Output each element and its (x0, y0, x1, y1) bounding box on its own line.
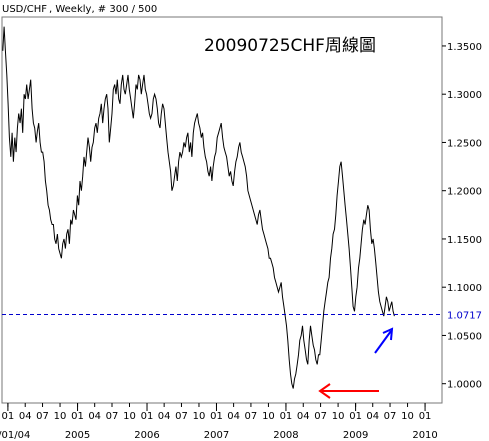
x-month-label: 07 (175, 411, 188, 422)
x-year-label: 2009 (343, 430, 368, 441)
x-month-label: 10 (401, 411, 414, 422)
reference-line-layer: 1.0717 (2, 311, 482, 322)
x-year-label: 2005 (65, 430, 90, 441)
x-month-label: 04 (297, 411, 310, 422)
blue-arrow-shaft (374, 330, 392, 354)
x-month-label: 01 (210, 411, 223, 422)
chart-header-subtitle: , Weekly, # 300 / 500 (49, 4, 157, 15)
x-year-label: 2010 (412, 430, 437, 441)
x-month-label: 10 (262, 411, 275, 422)
x-year-label: 01/01/04 (0, 430, 30, 441)
x-month-label: 01 (71, 411, 84, 422)
x-month-label: 04 (366, 411, 379, 422)
x-month-label: 01 (280, 411, 293, 422)
y-tick-label: 1.2500 (447, 138, 482, 149)
y-tick-label: 1.2000 (447, 187, 482, 198)
x-month-label: 10 (54, 411, 67, 422)
series-layer (2, 26, 395, 389)
x-month-label: 07 (314, 411, 327, 422)
y-axis: 1.0000 1.0500 1.1000 1.1500 1.2000 1.2500 1.30… (442, 42, 482, 391)
price-series-line (2, 26, 395, 389)
y-tick-label: 1.1500 (447, 235, 482, 246)
y-tick-label: 1.0000 (447, 380, 482, 391)
plot-area (1, 16, 443, 404)
y-tick-label: 1.1000 (447, 283, 482, 294)
x-month-label: 04 (158, 411, 171, 422)
x-month-label: 01 (419, 411, 432, 422)
reference-line-label: 1.0717 (447, 311, 482, 322)
x-month-label: 04 (19, 411, 32, 422)
y-tick-label: 1.0500 (447, 331, 482, 342)
x-month-label: 07 (384, 411, 397, 422)
x-month-label: 04 (227, 411, 240, 422)
x-year-label: 2008 (273, 430, 298, 441)
x-month-label: 04 (88, 411, 101, 422)
x-month-label: 01 (2, 411, 15, 422)
y-tick-label: 1.3500 (447, 42, 482, 53)
x-month-label: 10 (193, 411, 206, 422)
overlay-title: 20090725CHF周線圖 (204, 36, 376, 56)
x-month-label: 01 (141, 411, 154, 422)
x-year-label: 2006 (134, 430, 159, 441)
x-month-label: 10 (332, 411, 345, 422)
x-month-label: 07 (36, 411, 49, 422)
blue-arrow-head (382, 327, 394, 341)
red-arrow-head (318, 383, 331, 399)
x-year-label: 2007 (204, 430, 229, 441)
annotation-layer (318, 327, 394, 399)
chart-header-symbol: USD/CHF (2, 4, 47, 15)
x-axis: 01 04 07 10 01 04 07 10 01 04 07 10 01 04 07 10 01 04 07 10… (0, 403, 438, 441)
x-month-label: 07 (245, 411, 258, 422)
x-month-label: 01 (349, 411, 362, 422)
x-month-label: 07 (106, 411, 119, 422)
y-tick-label: 1.3000 (447, 90, 482, 101)
x-month-label: 10 (123, 411, 136, 422)
